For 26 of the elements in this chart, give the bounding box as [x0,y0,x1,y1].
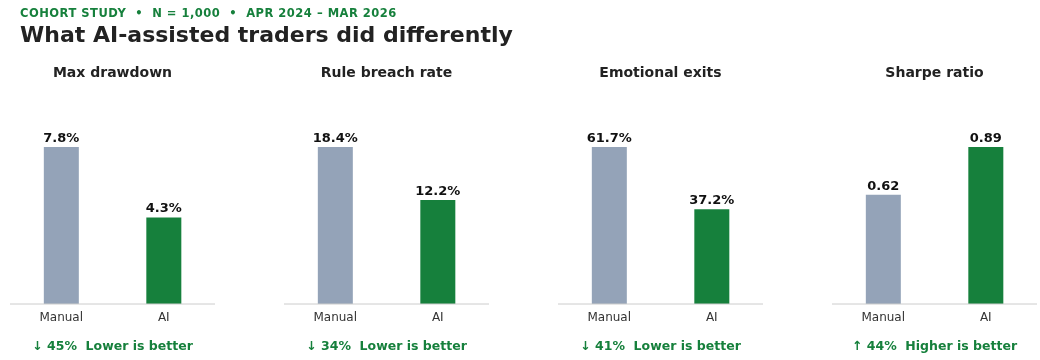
data-label: 61.7% [586,130,632,145]
data-label: 4.3% [145,200,182,216]
chart-title: Rule breach rate [319,64,454,80]
x-tick-label: Manual [861,309,906,324]
text: ↓ 34% Lower is better [305,338,468,353]
text: What AI-assisted traders did differently [20,22,513,47]
x-tick-label: AI [705,309,718,324]
x-tick-label: AI [431,309,444,324]
x-tick-label: Manual [39,309,84,324]
data-label: 37.2% [689,192,735,208]
text: ↑ 44% Higher is better [850,338,1019,353]
data-label: 18.4% [312,130,358,145]
x-tick-label: AI [979,309,992,324]
data-label: 0.89 [969,130,1002,145]
x-tick-label: AI [157,309,170,324]
chart-title: Emotional exits [598,64,723,80]
x-tick-label: Manual [313,309,358,324]
text: ↓ 41% Lower is better [579,338,742,353]
x-tick-label: Manual [587,309,632,324]
text: COHORT STUDY • N = 1,000 • APR 2024 – MAR 2026 [20,6,397,20]
data-label: 0.62 [867,177,900,193]
chart-title: Sharpe ratio [884,64,985,80]
data-label: 12.2% [415,182,461,198]
text: ↓ 45% Lower is better [31,338,194,353]
data-label: 7.8% [43,130,80,145]
chart-title: Max drawdown [51,64,174,80]
